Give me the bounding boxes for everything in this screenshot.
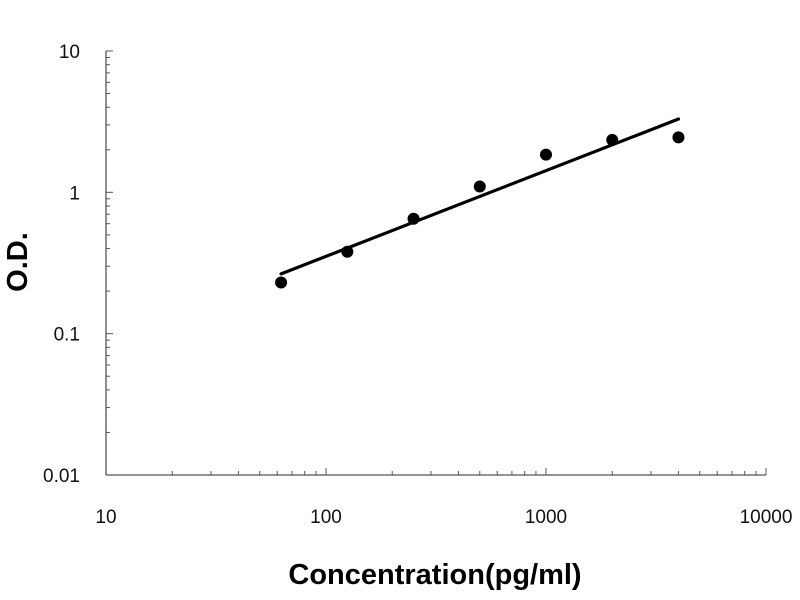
data-point (606, 133, 619, 146)
y-tick-label: 0.1 (54, 325, 80, 346)
fit-line-layer (279, 117, 681, 276)
x-axis-label: Concentration(pg/ml) (288, 559, 581, 591)
x-tick-label: 1000 (525, 507, 567, 528)
data-point (672, 131, 685, 144)
data-point (407, 212, 420, 225)
data-point (540, 148, 552, 161)
data-point (341, 245, 354, 258)
x-tick-label: 100 (310, 507, 342, 528)
axes: 0.01 0.1 1 10 10 100 1000 10000 (43, 42, 792, 528)
data-point (275, 276, 288, 289)
y-tick-label: 10 (59, 42, 80, 63)
y-axis-label: O.D. (2, 232, 34, 292)
fit-line (279, 117, 681, 276)
y-tick-label: 0.01 (43, 466, 80, 487)
x-tick-label: 10000 (740, 507, 793, 528)
data-points (275, 131, 685, 289)
data-point (473, 180, 486, 193)
x-tick-label: 10 (95, 507, 116, 528)
y-tick-label: 1 (69, 183, 80, 204)
